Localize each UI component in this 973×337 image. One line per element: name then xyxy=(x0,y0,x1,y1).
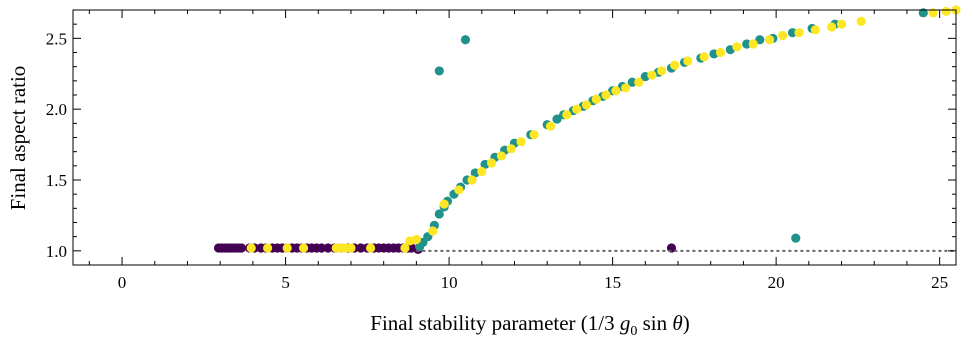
scatter-point-yellow xyxy=(591,94,601,104)
y-axis-label: Final aspect ratio xyxy=(6,66,30,211)
scatter-point-yellow xyxy=(487,158,497,168)
scatter-point-yellow xyxy=(827,22,837,32)
y-tick-label: 2.0 xyxy=(46,100,67,119)
x-tick-label: 15 xyxy=(604,273,621,292)
scatter-point-yellow xyxy=(581,100,592,110)
scatter-point-purple xyxy=(323,243,333,253)
scatter-point-yellow xyxy=(683,56,693,66)
scatter-point-yellow xyxy=(794,28,804,38)
scatter-point-teal xyxy=(434,209,444,219)
scatter-point-teal xyxy=(552,114,562,124)
scatter-point-yellow xyxy=(366,243,376,253)
scatter-point-yellow xyxy=(670,60,680,70)
scatter-point-teal xyxy=(434,66,444,76)
scatter-point-yellow xyxy=(572,104,582,114)
y-tick-label: 1.0 xyxy=(46,242,67,261)
points-layer xyxy=(213,5,961,255)
scatter-point-yellow xyxy=(506,144,516,154)
scatter-point-yellow xyxy=(298,243,309,253)
scatter-point-yellow xyxy=(941,6,951,17)
y-tick-label: 2.5 xyxy=(46,29,67,48)
scatter-point-yellow xyxy=(764,35,775,45)
x-tick-label: 5 xyxy=(281,273,290,292)
scatter-point-teal xyxy=(742,39,752,49)
scatter-point-yellow xyxy=(496,151,507,161)
scatter-point-teal xyxy=(627,77,637,87)
scatter-point-yellow xyxy=(400,243,410,253)
scatter-point-yellow xyxy=(634,77,644,87)
scatter-point-yellow xyxy=(467,175,477,185)
x-axis-ticks xyxy=(88,10,941,265)
scatter-point-teal xyxy=(791,233,801,243)
scatter-point-yellow xyxy=(477,166,487,177)
scatter-point-yellow xyxy=(282,243,292,253)
scatter-point-yellow xyxy=(516,137,526,147)
scatter-point-yellow xyxy=(428,226,438,236)
scatter-point-yellow xyxy=(699,52,709,62)
scatter-point-yellow xyxy=(715,47,726,58)
scatter-point-yellow xyxy=(836,19,847,29)
scatter-point-yellow xyxy=(346,243,356,253)
x-axis-label: Final stability parameter (1/3 g0 sin θ) xyxy=(370,311,689,337)
x-tick-label: 10 xyxy=(441,273,458,292)
scatter-point-yellow xyxy=(778,30,788,41)
x-tick-label: 20 xyxy=(768,273,785,292)
scatter-point-yellow xyxy=(562,110,572,120)
y-tick-label: 1.5 xyxy=(46,171,67,190)
scatter-point-purple xyxy=(356,243,366,253)
scatter-point-yellow xyxy=(246,243,256,253)
scatter-point-yellow xyxy=(856,16,866,26)
scatter-point-purple xyxy=(236,243,247,253)
scatter-point-yellow xyxy=(621,83,631,93)
scatter-point-purple xyxy=(316,243,327,253)
scatter-point-yellow xyxy=(411,234,421,245)
scatter-point-yellow xyxy=(262,243,273,253)
x-tick-label: 25 xyxy=(931,273,948,292)
x-tick-label: 0 xyxy=(118,273,127,292)
scatter-point-yellow xyxy=(454,185,464,195)
scatter-point-yellow xyxy=(732,42,742,52)
plot-frame xyxy=(72,9,957,266)
scatter-point-yellow xyxy=(545,121,556,131)
scatter-point-teal xyxy=(918,8,928,18)
scatter-point-teal xyxy=(787,28,798,38)
y-axis-tick-labels: 1.0 1.5 2.0 2.5 xyxy=(46,29,67,261)
scatter-point-teal xyxy=(460,35,471,45)
x-axis-tick-labels: 0 5 10 15 20 25 xyxy=(118,273,948,292)
scatter-point-yellow xyxy=(647,70,657,80)
scatter-point-yellow xyxy=(611,86,621,96)
scatter-point-yellow xyxy=(748,39,758,49)
scatter-point-yellow xyxy=(810,25,820,35)
scatter-point-yellow xyxy=(529,130,539,140)
y-axis-ticks xyxy=(73,9,956,266)
scatter-point-yellow xyxy=(439,199,449,209)
scatter-point-yellow xyxy=(601,90,611,100)
scatter-point-teal xyxy=(755,35,765,45)
scatter-point-yellow xyxy=(657,66,667,76)
scatter-point-yellow xyxy=(928,8,938,18)
